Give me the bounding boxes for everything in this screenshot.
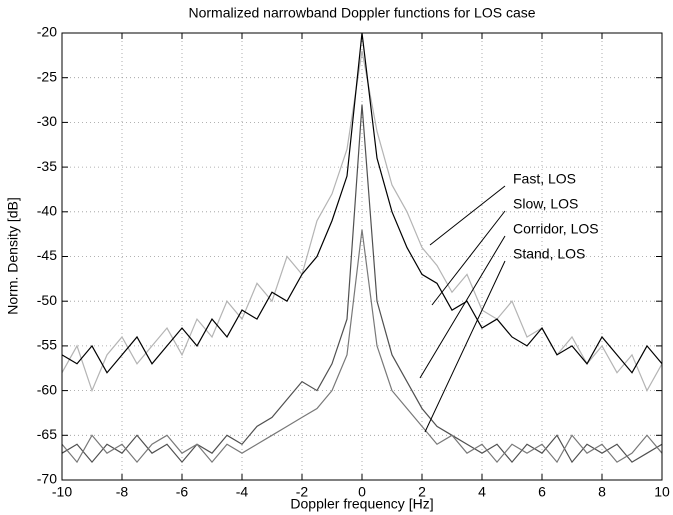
- series-line: [61, 104, 663, 464]
- plot-frame: [61, 32, 663, 481]
- x-tick-label: 10: [654, 484, 670, 500]
- x-tick-label: -10: [52, 484, 72, 500]
- x-tick-label: -2: [296, 484, 309, 500]
- x-tick-label: 2: [418, 484, 426, 500]
- leader-line: [419, 235, 506, 379]
- series-line: [61, 229, 663, 464]
- y-tick-label: -60: [37, 381, 57, 397]
- y-tick-label: -35: [37, 158, 57, 174]
- x-tick-label: 8: [598, 484, 606, 500]
- series-label: Slow, LOS: [513, 196, 578, 212]
- y-tick-label: -70: [37, 471, 57, 487]
- chart-title: Normalized narrowband Doppler functions …: [188, 5, 535, 21]
- series-label: Corridor, LOS: [513, 221, 599, 237]
- series-label: Fast, LOS: [513, 171, 576, 187]
- x-tick-label: 0: [358, 484, 366, 500]
- x-tick-label: -6: [176, 484, 189, 500]
- y-tick-label: -25: [37, 68, 57, 84]
- y-axis-label: Norm. Density [dB]: [5, 197, 21, 314]
- x-tick-label: 4: [478, 484, 486, 500]
- series-label: Stand, LOS: [513, 246, 585, 262]
- y-tick-label: -40: [37, 203, 57, 219]
- leader-line: [424, 260, 506, 433]
- x-tick-label: -8: [116, 484, 129, 500]
- y-tick-label: -50: [37, 292, 57, 308]
- leader-line: [431, 210, 506, 306]
- x-tick-label: 6: [538, 484, 546, 500]
- y-tick-label: -20: [37, 24, 57, 40]
- x-axis-label: Doppler frequency [Hz]: [290, 496, 433, 512]
- x-tick-label: -4: [236, 484, 249, 500]
- y-tick-label: -55: [37, 337, 57, 353]
- y-tick-label: -65: [37, 426, 57, 442]
- y-tick-label: -45: [37, 247, 57, 263]
- y-tick-label: -30: [37, 113, 57, 129]
- series-line: [61, 50, 663, 393]
- leader-line: [429, 185, 506, 246]
